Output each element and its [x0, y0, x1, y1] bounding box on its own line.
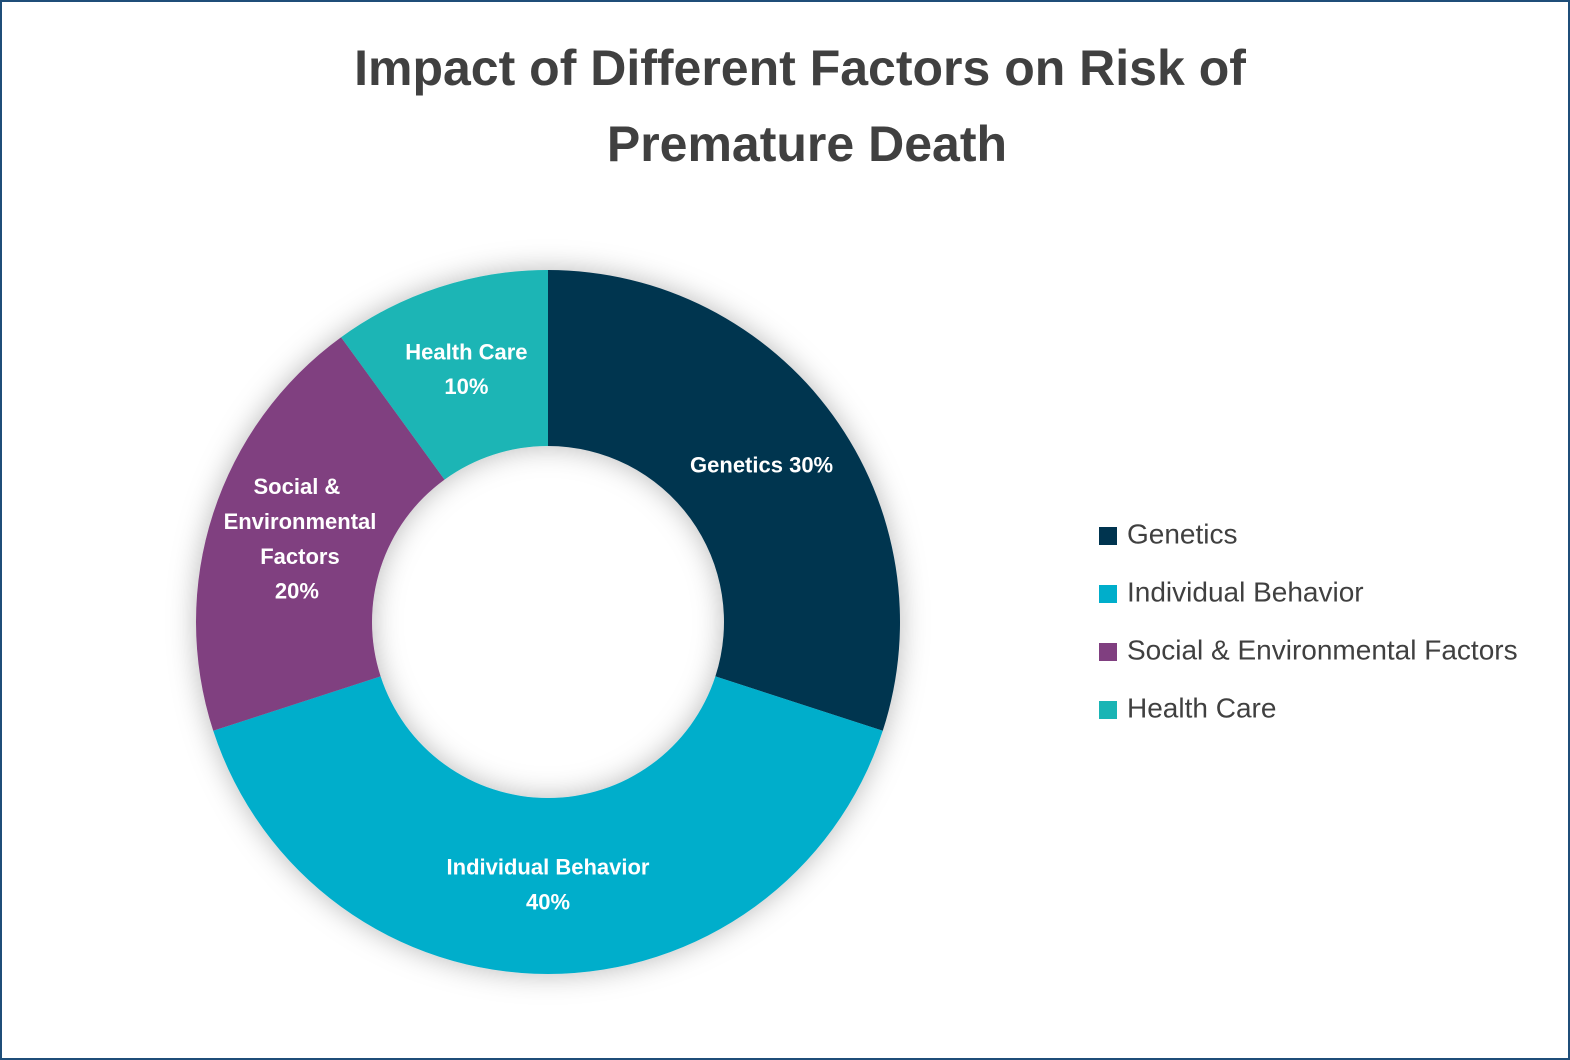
data-label-value: 20% [275, 579, 319, 604]
data-label-name: Social & Environmental Factors [217, 474, 376, 569]
legend-swatch [1099, 701, 1117, 719]
donut-segment [341, 270, 548, 480]
data-label-name: Individual Behavior [447, 854, 650, 879]
legend-swatch [1099, 527, 1117, 545]
legend-label: Health Care [1127, 692, 1276, 723]
data-label-value: 30% [789, 453, 833, 478]
chart-title: Impact of Different Factors on Risk of P… [354, 40, 1246, 172]
donut-segment [548, 270, 901, 731]
data-label-value: 40% [526, 889, 570, 914]
legend-label: Individual Behavior [1127, 576, 1364, 607]
data-label-name: Genetics [690, 453, 783, 478]
donut [196, 270, 901, 974]
legend-swatch [1099, 643, 1117, 661]
data-label-name: Health Care [405, 339, 527, 364]
data-label-value: 10% [444, 374, 488, 399]
donut-segment [213, 676, 883, 974]
legend-label: Genetics [1127, 518, 1238, 549]
donut-segment [196, 337, 445, 731]
legend-label: Social & Environmental Factors [1127, 634, 1518, 665]
legend-swatch [1099, 585, 1117, 603]
